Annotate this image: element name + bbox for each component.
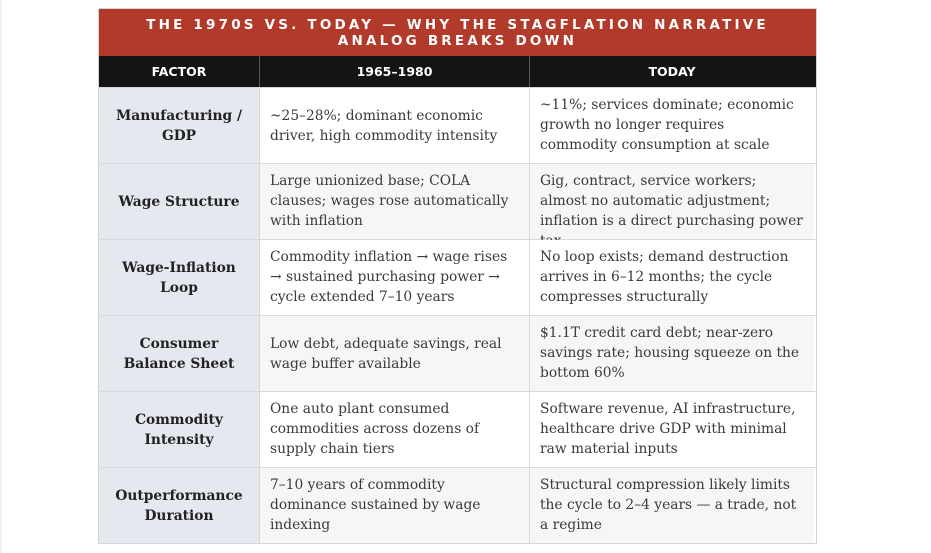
table-row: Wage-Inflation Loop Commodity inflation … xyxy=(99,239,816,315)
today-cell: No loop exists; demand destruction arriv… xyxy=(529,240,814,315)
past-cell: Low debt, adequate savings, real wage bu… xyxy=(259,316,529,391)
table-title-line-2: ANALOG BREAKS DOWN xyxy=(337,33,578,49)
past-cell: 7–10 years of commodity dominance sustai… xyxy=(259,468,529,543)
past-cell: Large unionized base; COLA clauses; wage… xyxy=(259,164,529,239)
today-cell: Software revenue, AI infrastructure, hea… xyxy=(529,392,814,467)
factor-cell: Wage Structure xyxy=(99,164,259,239)
header-today: TODAY xyxy=(529,56,814,87)
factor-cell: Outperformance Duration xyxy=(99,468,259,543)
past-cell: Commodity inflation → wage rises → susta… xyxy=(259,240,529,315)
past-cell: ~25–28%; dominant economic driver, high … xyxy=(259,88,529,163)
table-row: Consumer Balance Sheet Low debt, adequat… xyxy=(99,315,816,391)
page-edge xyxy=(0,0,2,553)
today-cell: $1.1T credit card debt; near-zero saving… xyxy=(529,316,814,391)
factor-cell: Consumer Balance Sheet xyxy=(99,316,259,391)
table-title-line-1: THE 1970S VS. TODAY — WHY THE STAGFLATIO… xyxy=(146,17,769,33)
table-row: Wage Structure Large unionized base; COL… xyxy=(99,163,816,249)
header-past: 1965–1980 xyxy=(259,56,529,87)
factor-cell: Manufacturing / GDP xyxy=(99,88,259,163)
table-row: Commodity Intensity One auto plant consu… xyxy=(99,391,816,467)
table-title-banner: THE 1970S VS. TODAY — WHY THE STAGFLATIO… xyxy=(99,9,816,56)
factor-cell: Commodity Intensity xyxy=(99,392,259,467)
today-cell: Structural compression likely limits the… xyxy=(529,468,814,543)
table-header-row: FACTOR 1965–1980 TODAY xyxy=(99,56,816,87)
comparison-table: THE 1970S VS. TODAY — WHY THE STAGFLATIO… xyxy=(98,8,817,544)
table-row: Manufacturing / GDP ~25–28%; dominant ec… xyxy=(99,87,816,163)
today-cell: ~11%; services dominate; economic growth… xyxy=(529,88,814,163)
today-cell: Gig, contract, service workers; almost n… xyxy=(529,164,814,249)
table-row: Outperformance Duration 7–10 years of co… xyxy=(99,467,816,543)
past-cell: One auto plant consumed commodities acro… xyxy=(259,392,529,467)
factor-cell: Wage-Inflation Loop xyxy=(99,240,259,315)
header-factor: FACTOR xyxy=(151,64,207,79)
